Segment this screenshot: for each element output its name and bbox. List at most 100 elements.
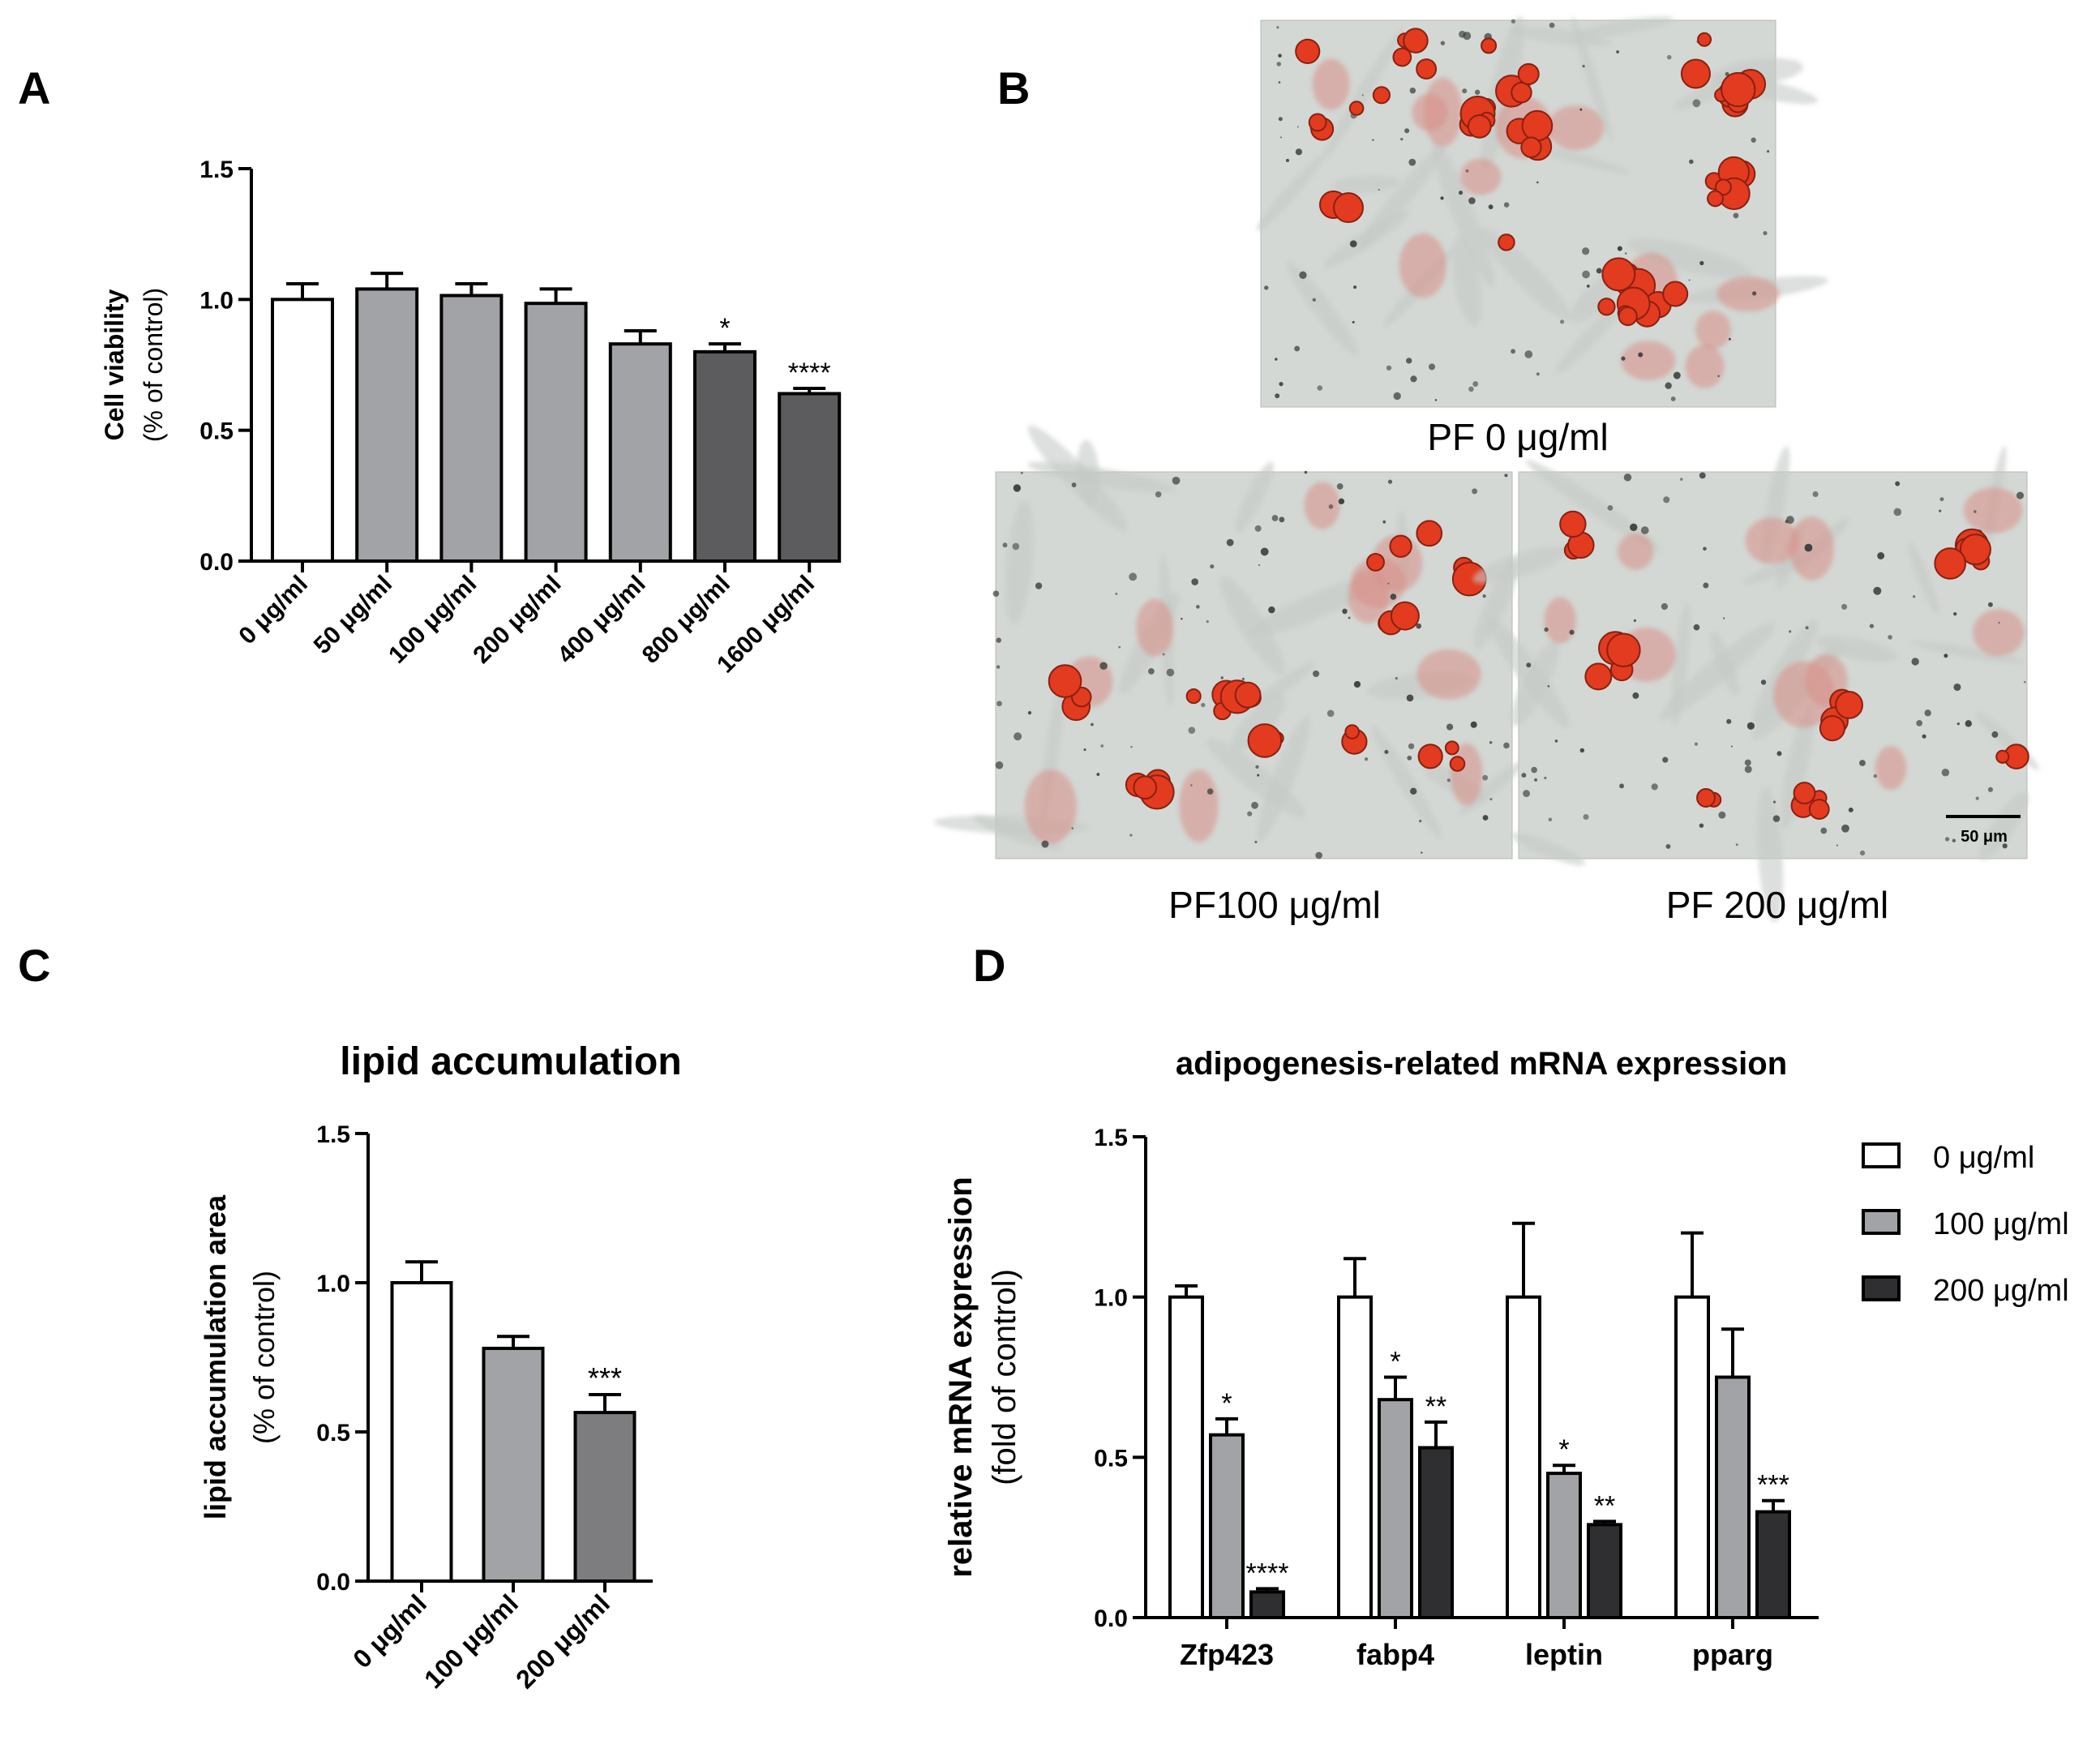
debris-dot bbox=[1489, 798, 1493, 801]
fibre bbox=[1331, 175, 1400, 194]
stained-cell bbox=[1745, 517, 1799, 564]
chart-d-mrna-expression: 0.0 0.5 1.0 1.5 relative mRNA expression (fol… bbox=[943, 1046, 2069, 1671]
y-tick-label: 0.0 bbox=[316, 1569, 350, 1596]
debris-dot bbox=[1096, 773, 1100, 776]
debris-dot bbox=[1922, 734, 1926, 739]
stained-cell bbox=[1973, 609, 2025, 657]
debris-dot bbox=[1251, 801, 1258, 809]
debris-dot bbox=[1718, 811, 1726, 819]
debris-dot bbox=[1129, 572, 1138, 581]
lipid-droplet bbox=[1403, 28, 1429, 54]
lipid-droplet bbox=[1344, 724, 1360, 739]
debris-dot bbox=[1582, 64, 1585, 68]
debris-dot bbox=[1271, 515, 1279, 521]
debris-dot bbox=[996, 665, 1001, 669]
debris-dot bbox=[1621, 356, 1626, 361]
bar bbox=[1378, 1398, 1413, 1619]
debris-dot bbox=[1387, 582, 1390, 585]
debris-dot bbox=[1579, 748, 1585, 753]
debris-dot bbox=[1548, 817, 1553, 821]
lipid-droplet bbox=[1392, 47, 1412, 67]
bar bbox=[271, 298, 334, 563]
debris-dot bbox=[1544, 776, 1547, 780]
chart-title: adipogenesis-related mRNA expression bbox=[1176, 1046, 1787, 1082]
debris-dot bbox=[1299, 271, 1307, 279]
debris-dot bbox=[1939, 509, 1942, 512]
fibre bbox=[1231, 693, 1286, 752]
debris-dot bbox=[1633, 619, 1637, 623]
fibre bbox=[1671, 602, 1691, 726]
debris-dot bbox=[1804, 543, 1813, 552]
fibre bbox=[1322, 28, 1403, 160]
debris-dot bbox=[1295, 148, 1303, 156]
fibre bbox=[1432, 139, 1495, 288]
debris-dot bbox=[1408, 158, 1416, 166]
debris-dot bbox=[1607, 504, 1614, 511]
fibre bbox=[1287, 262, 1359, 356]
lipid-droplet bbox=[1697, 32, 1712, 47]
bar bbox=[1546, 1472, 1582, 1619]
fibre bbox=[1489, 618, 1570, 728]
lipid-droplet bbox=[1498, 234, 1515, 251]
significance-label: ** bbox=[1425, 1391, 1446, 1422]
lipid-droplet bbox=[1662, 281, 1689, 307]
debris-dot bbox=[1666, 54, 1672, 60]
chart-a-cell-viability: 0.0 0.5 1.0 1.5 Cell viability (% of control)… bbox=[100, 156, 842, 679]
debris-dot bbox=[1220, 676, 1224, 679]
legend-label: 100 μg/ml bbox=[1933, 1207, 2069, 1241]
fibre bbox=[1781, 703, 1815, 829]
bar bbox=[482, 1346, 545, 1583]
debris-dot bbox=[1474, 89, 1481, 95]
x-tick-label: pparg bbox=[1692, 1638, 1773, 1671]
debris-dot bbox=[1393, 392, 1401, 401]
debris-dot bbox=[1987, 786, 1994, 792]
x-tick-label: Zfp423 bbox=[1180, 1638, 1274, 1671]
debris-dot bbox=[1503, 202, 1510, 208]
debris-dot bbox=[1998, 621, 2000, 624]
micrograph-pf-100 bbox=[933, 425, 1525, 859]
debris-dot bbox=[1699, 823, 1704, 828]
bar bbox=[390, 1281, 453, 1583]
debris-dot bbox=[1482, 815, 1489, 821]
debris-dot bbox=[1746, 722, 1755, 730]
fibre bbox=[1235, 461, 1274, 533]
debris-dot bbox=[1583, 814, 1589, 821]
fibre bbox=[1206, 738, 1305, 817]
fibre bbox=[1371, 725, 1442, 838]
debris-dot bbox=[1276, 26, 1279, 29]
stained-cell bbox=[1399, 233, 1446, 298]
legend-label: 200 μg/ml bbox=[1933, 1274, 2069, 1308]
y-axis-sublabel: (% of control) bbox=[139, 288, 168, 442]
stained-cell bbox=[1024, 769, 1077, 844]
lipid-droplet bbox=[1601, 257, 1636, 292]
debris-dot bbox=[1278, 54, 1282, 58]
debris-dot bbox=[1569, 629, 1575, 635]
debris-dot bbox=[1241, 677, 1245, 680]
debris-dot bbox=[1630, 523, 1638, 532]
panel-letter-c: C bbox=[18, 940, 50, 991]
debris-dot bbox=[1534, 778, 1538, 782]
debris-dot bbox=[1465, 169, 1469, 173]
debris-dot bbox=[1689, 159, 1694, 165]
micrograph-caption-pf-200: PF 200 μg/ml bbox=[1666, 884, 1889, 926]
debris-dot bbox=[1895, 481, 1901, 486]
lipid-droplet bbox=[1416, 520, 1443, 547]
lipid-droplet bbox=[1819, 715, 1846, 742]
debris-dot bbox=[1361, 94, 1364, 96]
debris-dot bbox=[1020, 471, 1023, 474]
fibre bbox=[1555, 299, 1626, 374]
debris-dot bbox=[1670, 396, 1676, 401]
stained-cell bbox=[1416, 649, 1481, 700]
lipid-droplet bbox=[1048, 664, 1082, 698]
fibre bbox=[1511, 833, 1586, 866]
debris-dot bbox=[1717, 375, 1720, 378]
debris-dot bbox=[1353, 285, 1357, 289]
y-tick-label: 0.5 bbox=[316, 1420, 350, 1447]
lipid-droplet bbox=[1444, 740, 1459, 756]
y-axis-sublabel: (% of control) bbox=[247, 1271, 281, 1444]
debris-dot bbox=[1582, 247, 1590, 255]
debris-dot bbox=[1924, 709, 1931, 717]
y-axis-label: relative mRNA expression bbox=[943, 1177, 979, 1577]
lipid-droplet bbox=[1714, 178, 1732, 196]
fibre bbox=[1815, 636, 1897, 662]
